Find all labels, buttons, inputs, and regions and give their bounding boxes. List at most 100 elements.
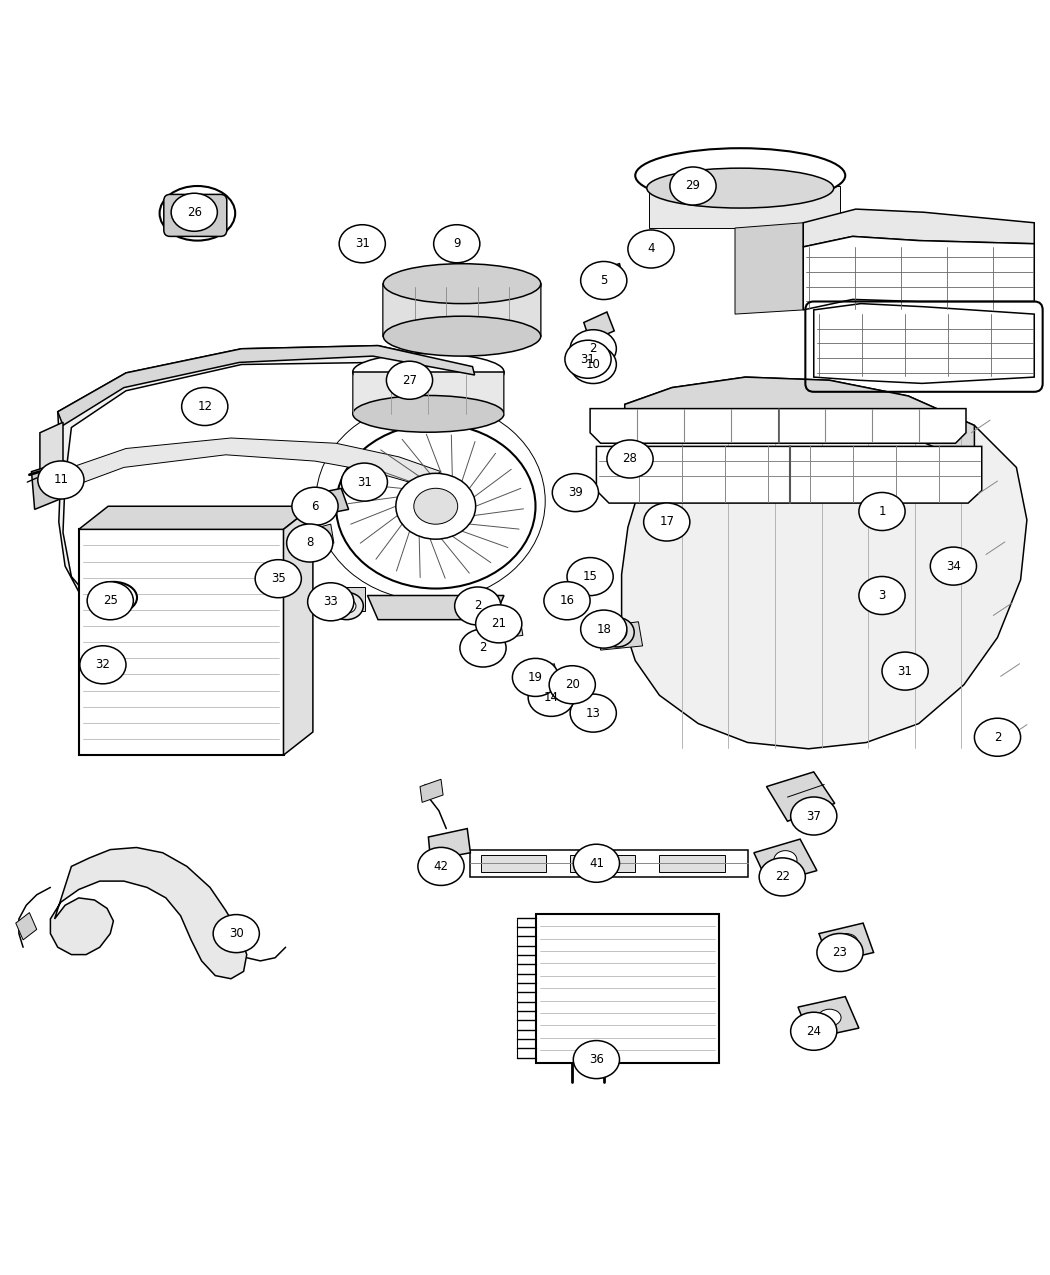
- Ellipse shape: [38, 462, 84, 499]
- Ellipse shape: [974, 718, 1021, 756]
- Text: 2: 2: [993, 731, 1002, 743]
- Text: 35: 35: [271, 572, 286, 585]
- Polygon shape: [16, 913, 37, 940]
- Text: 31: 31: [355, 237, 370, 250]
- Polygon shape: [562, 671, 591, 700]
- Polygon shape: [659, 854, 724, 872]
- Ellipse shape: [635, 148, 845, 203]
- Polygon shape: [570, 854, 635, 872]
- Text: 22: 22: [775, 871, 790, 884]
- Polygon shape: [40, 422, 63, 504]
- Text: 2: 2: [474, 599, 482, 612]
- Text: 39: 39: [568, 486, 583, 499]
- Ellipse shape: [607, 440, 653, 478]
- Text: 36: 36: [589, 1053, 604, 1066]
- Ellipse shape: [341, 463, 387, 501]
- Ellipse shape: [549, 666, 595, 704]
- Ellipse shape: [460, 629, 506, 667]
- Polygon shape: [523, 664, 559, 692]
- Ellipse shape: [859, 576, 905, 615]
- Text: 16: 16: [560, 594, 574, 607]
- Ellipse shape: [383, 316, 541, 356]
- Ellipse shape: [882, 652, 928, 690]
- Text: 13: 13: [586, 706, 601, 719]
- Ellipse shape: [560, 595, 579, 612]
- Text: 6: 6: [311, 500, 319, 513]
- Ellipse shape: [608, 623, 627, 640]
- Polygon shape: [420, 779, 443, 802]
- Ellipse shape: [835, 933, 858, 950]
- Ellipse shape: [182, 388, 228, 426]
- Ellipse shape: [386, 361, 433, 399]
- Polygon shape: [485, 617, 523, 640]
- Ellipse shape: [160, 186, 235, 241]
- Bar: [79, 529, 284, 755]
- Text: 5: 5: [600, 274, 608, 287]
- Polygon shape: [284, 506, 313, 755]
- Text: 2: 2: [479, 641, 487, 654]
- Text: 31: 31: [898, 664, 912, 677]
- Text: 28: 28: [623, 453, 637, 465]
- Polygon shape: [814, 303, 1034, 384]
- Polygon shape: [58, 346, 475, 426]
- Text: 11: 11: [54, 473, 68, 487]
- Ellipse shape: [308, 583, 354, 621]
- Text: 41: 41: [589, 857, 604, 870]
- Polygon shape: [79, 506, 313, 529]
- Ellipse shape: [818, 1010, 841, 1026]
- Text: 12: 12: [197, 400, 212, 413]
- Ellipse shape: [418, 848, 464, 885]
- Polygon shape: [481, 854, 546, 872]
- Polygon shape: [590, 408, 966, 444]
- Ellipse shape: [570, 694, 616, 732]
- Ellipse shape: [791, 797, 837, 835]
- Polygon shape: [588, 264, 624, 291]
- Text: 32: 32: [96, 658, 110, 672]
- Text: 33: 33: [323, 595, 338, 608]
- Text: 19: 19: [528, 671, 543, 683]
- Ellipse shape: [171, 194, 217, 231]
- Text: 31: 31: [581, 353, 595, 366]
- Ellipse shape: [383, 264, 541, 303]
- Text: 3: 3: [878, 589, 886, 602]
- Ellipse shape: [353, 353, 504, 390]
- Ellipse shape: [628, 230, 674, 268]
- Polygon shape: [819, 923, 874, 963]
- Text: 26: 26: [187, 205, 202, 219]
- Ellipse shape: [565, 340, 611, 379]
- Ellipse shape: [581, 261, 627, 300]
- Ellipse shape: [567, 557, 613, 595]
- Ellipse shape: [544, 581, 590, 620]
- Polygon shape: [58, 346, 475, 631]
- Polygon shape: [50, 848, 247, 979]
- Ellipse shape: [271, 571, 300, 590]
- Polygon shape: [428, 829, 470, 861]
- Text: 25: 25: [103, 594, 118, 607]
- Ellipse shape: [414, 488, 458, 524]
- Polygon shape: [754, 839, 817, 885]
- Polygon shape: [766, 771, 835, 821]
- Ellipse shape: [791, 1012, 837, 1051]
- Polygon shape: [803, 236, 1034, 310]
- Polygon shape: [596, 446, 982, 504]
- Polygon shape: [798, 997, 859, 1039]
- Ellipse shape: [552, 473, 598, 511]
- Ellipse shape: [596, 270, 615, 283]
- Ellipse shape: [255, 560, 301, 598]
- Ellipse shape: [99, 588, 128, 607]
- Text: 14: 14: [544, 691, 559, 704]
- Text: 10: 10: [586, 358, 601, 371]
- Text: 27: 27: [402, 374, 417, 386]
- Ellipse shape: [287, 524, 333, 562]
- Polygon shape: [299, 524, 334, 551]
- Polygon shape: [622, 377, 1027, 748]
- Text: 21: 21: [491, 617, 506, 630]
- Polygon shape: [65, 439, 441, 488]
- Bar: [536, 914, 719, 1063]
- Ellipse shape: [337, 599, 356, 613]
- Ellipse shape: [774, 850, 797, 870]
- Ellipse shape: [930, 547, 976, 585]
- Text: 15: 15: [583, 570, 597, 583]
- Ellipse shape: [573, 844, 620, 882]
- Ellipse shape: [512, 658, 559, 696]
